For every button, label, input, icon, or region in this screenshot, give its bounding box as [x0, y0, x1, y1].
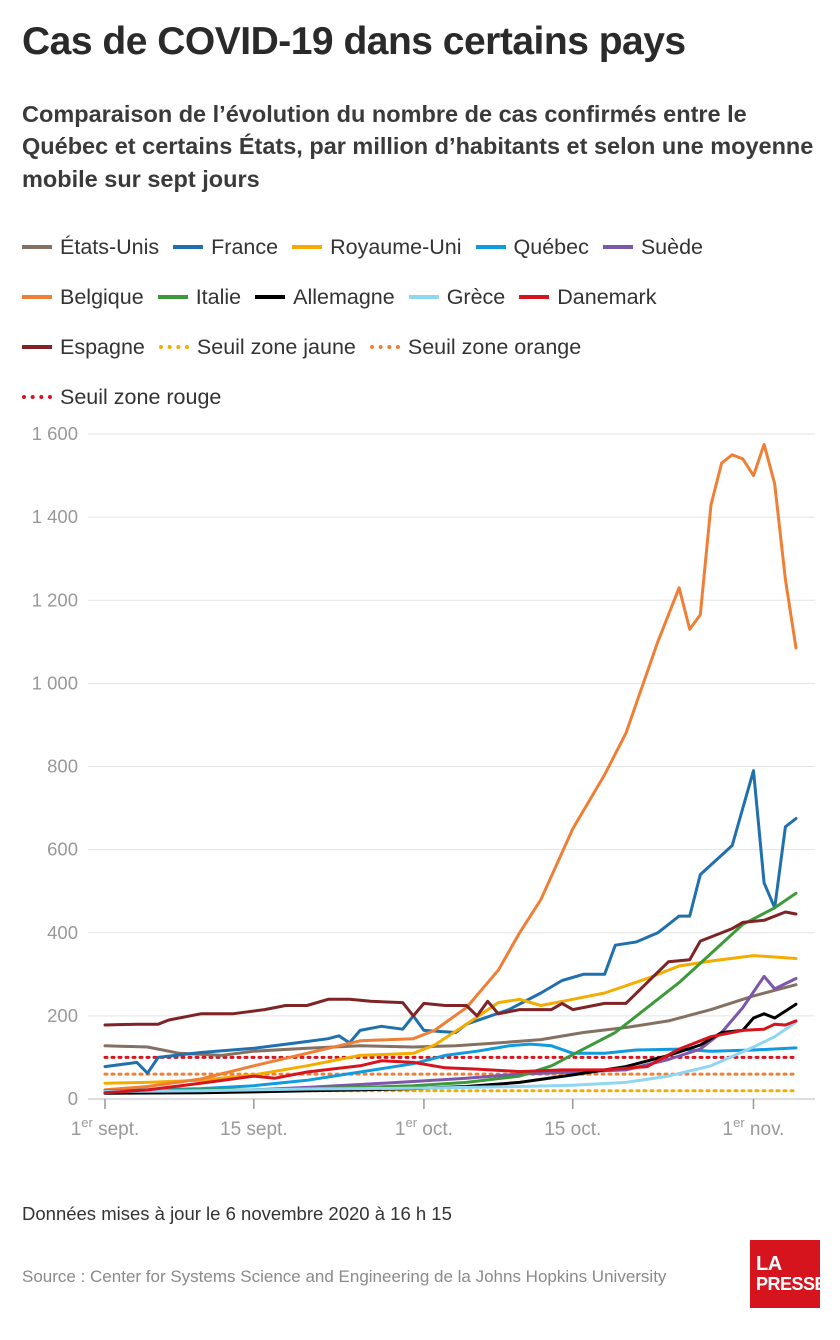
legend-item-allemagne: Allemagne	[255, 285, 395, 310]
legend-item-royaume-uni: Royaume-Uni	[292, 234, 462, 260]
legend-label: Suède	[640, 234, 704, 259]
legend-label: Grèce	[446, 284, 506, 309]
legend-item-grece: Grèce	[408, 284, 506, 310]
series-line-france	[103, 769, 798, 1075]
update-note: Données mises à jour le 6 novembre 2020 …	[22, 1203, 452, 1224]
series-line-danemark	[103, 1019, 798, 1095]
legend-swatch	[158, 345, 189, 349]
legend-label: Belgique	[60, 284, 144, 309]
legend-swatch	[173, 245, 204, 249]
legend-label: Danemark	[557, 284, 657, 309]
legend-item-danemark: Danemark	[519, 285, 656, 310]
legend-label: Québec	[513, 234, 589, 259]
legend-row: Seuil zone rouge	[22, 372, 822, 422]
series-line-italie	[103, 891, 798, 1093]
y-tick-label: 1 600	[32, 423, 78, 444]
legend-item-suede: Suède	[602, 234, 704, 260]
legend-label: Espagne	[60, 334, 145, 359]
y-tick-label: 1 400	[32, 506, 78, 527]
y-tick-label: 1 200	[32, 589, 78, 610]
series-line-grece	[103, 1020, 798, 1093]
y-tick-label: 0	[68, 1088, 78, 1109]
legend-swatch	[22, 245, 52, 249]
legend-swatch	[602, 245, 633, 249]
legend-row: Espagne Seuil zone jaune Seuil zone oran…	[22, 322, 822, 372]
legend-swatch	[292, 245, 323, 249]
legend-label: France	[211, 234, 279, 259]
axis-layer: 0 200 400 600 800 1 000 1 200 1 400 1 600 1er sep…	[32, 423, 785, 1140]
series-layer	[103, 442, 798, 1095]
logo-line-2: PRESSE	[756, 1274, 827, 1295]
chart-subtitle: Comparaison de l’évolution du nombre de …	[22, 101, 814, 192]
line-chart: 0 200 400 600 800 1 000 1 200 1 400 1 600 1er sep…	[32, 423, 815, 1140]
legend-label: Allemagne	[293, 284, 395, 309]
legend-item-italie: Italie	[157, 284, 242, 310]
y-tick-label: 600	[47, 839, 78, 860]
legend-item-seuil-orange: Seuil zone orange	[369, 334, 582, 360]
legend-swatch	[408, 295, 439, 299]
y-tick-label: 200	[47, 1005, 78, 1026]
legend-label: Seuil zone orange	[407, 334, 582, 359]
legend-label: États-Unis	[60, 234, 160, 259]
source-note: Source : Center for Systems Science and …	[22, 1267, 667, 1286]
chart-title: Cas de COVID-19 dans certains pays	[22, 20, 686, 63]
series-line-espagne	[103, 910, 798, 1027]
legend-label: Italie	[195, 284, 242, 309]
legend-label: Seuil zone jaune	[196, 334, 356, 359]
legend-item-seuil-rouge: Seuil zone rouge	[22, 385, 221, 410]
la-presse-logo: LA PRESSE	[750, 1240, 827, 1308]
y-tick-label: 800	[47, 756, 78, 777]
grid-layer	[88, 433, 815, 1100]
legend-swatch	[22, 295, 52, 299]
legend-item-belgique: Belgique	[22, 285, 144, 310]
legend-row: États-Unis France Royaume-Uni Québec Suè…	[22, 222, 822, 272]
legend-swatch	[255, 295, 286, 299]
logo-line-1: LA	[756, 1253, 782, 1276]
x-tick-label: 15 sept.	[220, 1119, 288, 1140]
legend-swatch	[369, 345, 400, 349]
x-tick-label: 1er sept.	[71, 1115, 140, 1140]
legend-swatch	[157, 295, 188, 299]
legend-swatch	[519, 295, 550, 299]
series-line-belgique	[103, 442, 798, 1092]
y-tick-label: 400	[47, 922, 78, 943]
legend-swatch	[475, 245, 506, 249]
legend-label: Seuil zone rouge	[60, 384, 222, 409]
legend-label: Royaume-Uni	[330, 234, 462, 259]
series-line-etats-unis	[103, 983, 798, 1057]
legend-swatch	[22, 345, 52, 349]
y-tick-label: 1 000	[32, 672, 78, 693]
legend-item-seuil-jaune: Seuil zone jaune	[158, 334, 356, 360]
legend-swatch	[22, 395, 52, 399]
chart-legend: États-Unis France Royaume-Uni Québec Suè…	[22, 222, 822, 422]
legend-item-espagne: Espagne	[22, 335, 145, 360]
legend-item-quebec: Québec	[475, 234, 589, 260]
legend-item-etats-unis: États-Unis	[22, 235, 159, 260]
x-tick-label: 1er oct.	[395, 1115, 453, 1140]
x-tick-label: 1er nov.	[723, 1115, 785, 1140]
legend-item-france: France	[173, 235, 278, 260]
legend-row: Belgique Italie Allemagne Grèce Danemark	[22, 272, 822, 322]
x-tick-label: 15 oct.	[544, 1119, 601, 1140]
